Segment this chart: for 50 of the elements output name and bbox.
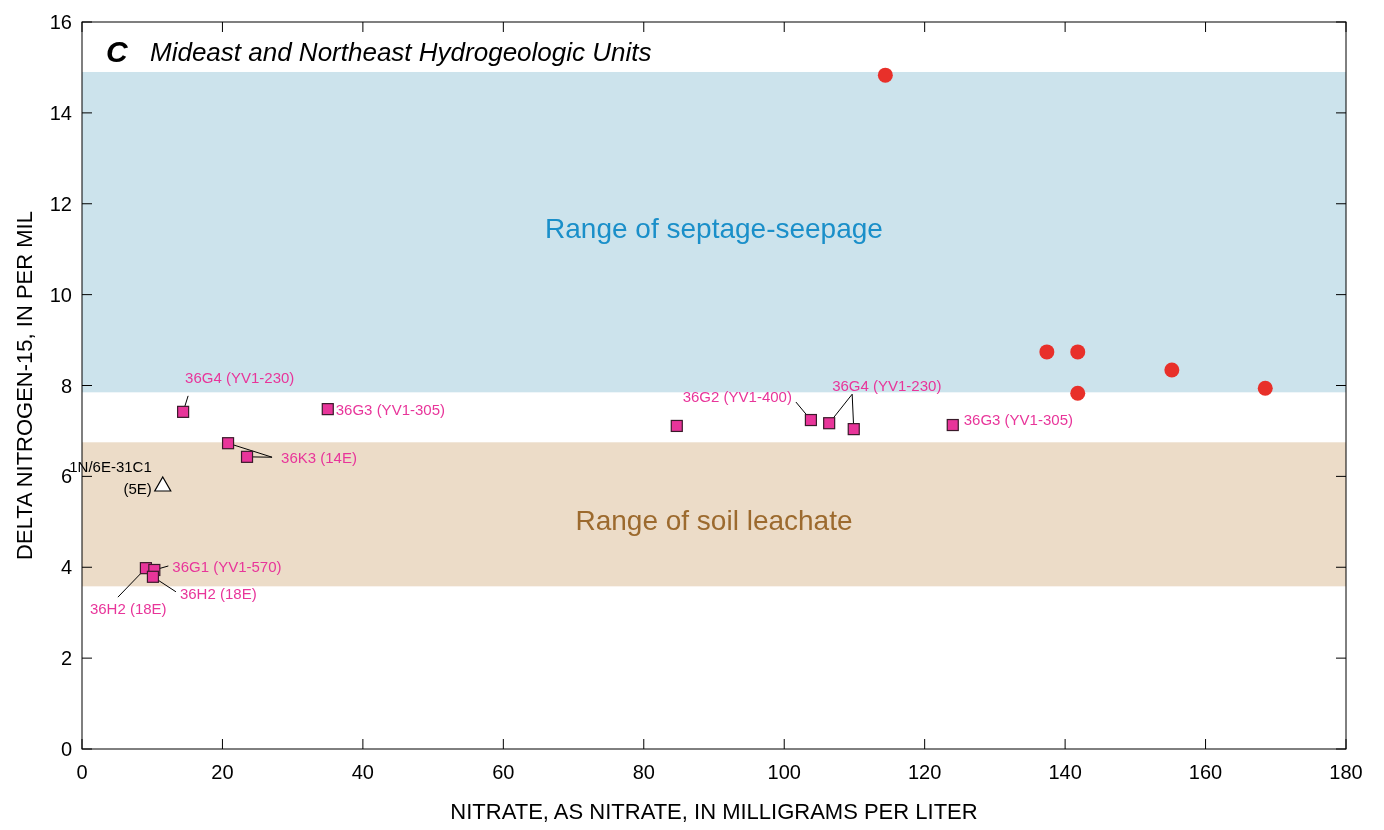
y-axis-title: DELTA NITROGEN-15, IN PER MIL bbox=[12, 211, 37, 560]
annotation: 36G4 (YV1-230) bbox=[832, 377, 942, 395]
annotation: 36H2 (18E) bbox=[89, 600, 167, 618]
x-tick-label: 60 bbox=[492, 761, 515, 783]
point bbox=[221, 437, 235, 450]
band-label: Range of soil leachate bbox=[575, 505, 853, 537]
point bbox=[177, 405, 190, 418]
point bbox=[804, 413, 818, 427]
x-tick-label: 40 bbox=[351, 761, 375, 783]
point bbox=[670, 419, 683, 433]
x-axis-title: NITRATE, AS NITRATE, IN MILLIGRAMS PER LITER bbox=[450, 799, 978, 824]
point bbox=[321, 403, 334, 416]
y-tick-label: 10 bbox=[49, 283, 72, 306]
x-tick-label: 120 bbox=[907, 761, 942, 783]
point bbox=[847, 423, 860, 436]
point bbox=[1039, 344, 1055, 360]
x-tick-label: 100 bbox=[767, 761, 801, 783]
x-tick-label: 0 bbox=[76, 761, 88, 783]
point bbox=[877, 67, 893, 83]
annotation: 36G3 (YV1-305) bbox=[335, 401, 446, 419]
y-tick-label: 8 bbox=[60, 374, 72, 397]
x-tick-label: 140 bbox=[1048, 761, 1082, 783]
annotation: 36G3 (YV1-305) bbox=[963, 411, 1073, 429]
x-tick-label: 80 bbox=[632, 761, 655, 783]
point bbox=[946, 418, 959, 432]
x-tick-label: 180 bbox=[1329, 761, 1363, 783]
annotation: 36G2 (YV1-400) bbox=[682, 388, 792, 406]
y-tick-label: 16 bbox=[49, 11, 72, 33]
y-tick-label: 4 bbox=[60, 556, 72, 579]
y-tick-label: 2 bbox=[60, 647, 72, 670]
x-tick-label: 160 bbox=[1188, 761, 1223, 783]
text: Mideast and Northeast Hydrogeologic Units bbox=[150, 37, 652, 67]
annotation: 36G4 (YV1-230) bbox=[185, 368, 295, 386]
annotation: 36H2 (18E) bbox=[179, 584, 257, 602]
annotation: 36G1 (YV1-570) bbox=[172, 557, 282, 575]
point bbox=[823, 417, 836, 430]
point bbox=[1164, 362, 1180, 378]
point bbox=[1070, 344, 1086, 360]
x-tick-label: 20 bbox=[211, 761, 234, 783]
band-label: Range of septage-seepage bbox=[545, 213, 883, 245]
point bbox=[154, 476, 172, 492]
point bbox=[1070, 385, 1086, 401]
y-tick-label: 12 bbox=[49, 192, 72, 215]
point bbox=[1257, 380, 1273, 396]
point bbox=[146, 570, 160, 583]
y-tick-label: 0 bbox=[60, 738, 72, 760]
annotation: C bbox=[106, 35, 129, 68]
point bbox=[240, 450, 254, 463]
y-tick-label: 14 bbox=[49, 101, 72, 124]
annotation: 36K3 (14E) bbox=[281, 449, 357, 467]
